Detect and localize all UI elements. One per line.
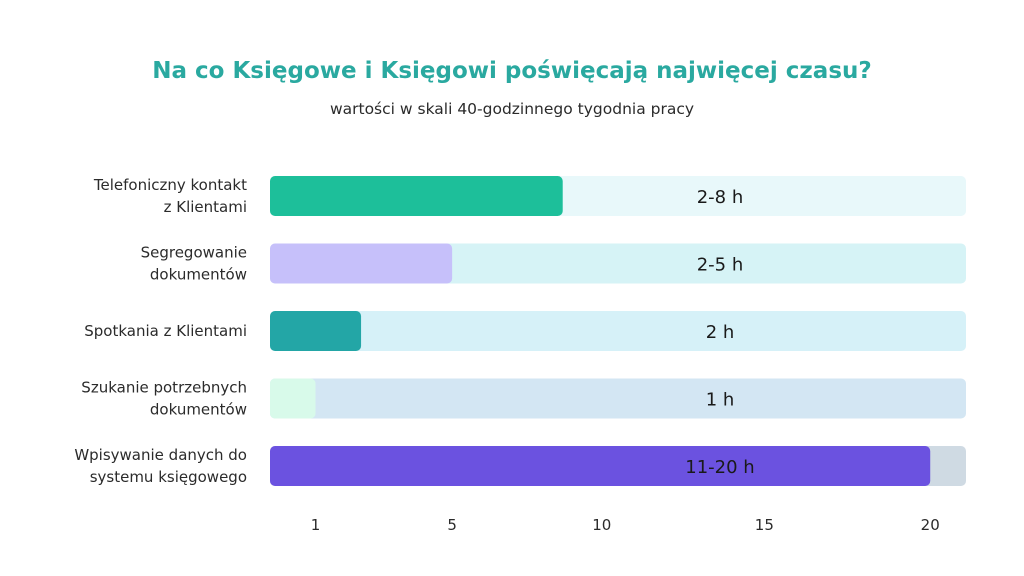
value-label: 2 h [706,322,735,343]
category-label: z Klientami [164,198,247,216]
chart-subtitle: wartości w skali 40-godzinnego tygodnia … [329,100,695,118]
x-tick-label: 20 [921,516,940,534]
category-label: Wpisywanie danych do [74,446,247,464]
x-tick-label: 1 [311,516,321,534]
x-tick-label: 5 [447,516,457,534]
category-label: Szukanie potrzebnych [81,379,247,397]
x-tick-label: 15 [755,516,774,534]
bar [270,446,931,486]
bar-track [270,378,966,419]
value-label: 1 h [706,390,735,411]
bar-track [270,311,966,351]
category-label: Segregowanie [141,244,247,262]
category-label: dokumentów [150,401,247,419]
bar [270,378,316,419]
bar [270,176,563,216]
category-label: systemu księgowego [90,468,247,486]
category-label: Telefoniczny kontakt [93,176,247,194]
value-label: 11-20 h [685,457,754,478]
value-label: 2-5 h [697,255,744,276]
chart-title: Na co Księgowe i Księgowi poświęcają naj… [152,58,872,84]
x-tick-label: 10 [592,516,611,534]
category-label: Spotkania z Klientami [84,322,247,340]
bar [270,311,362,351]
category-label: dokumentów [150,266,247,284]
value-label: 2-8 h [697,187,744,208]
bar [270,243,453,284]
